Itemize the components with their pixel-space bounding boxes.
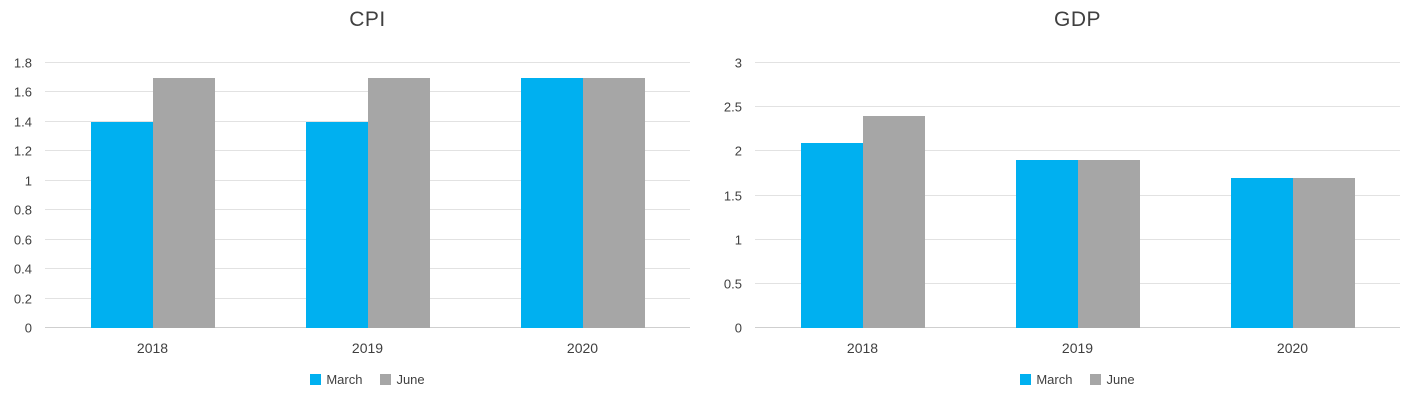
y-tick-label: 0 xyxy=(24,320,32,336)
y-tick-label: 0.8 xyxy=(13,202,32,218)
y-tick-label: 1.5 xyxy=(723,188,742,203)
bar-june-2018 xyxy=(862,116,925,328)
y-tick-label: 2.5 xyxy=(723,99,742,115)
bar-group-2019 xyxy=(970,63,1185,328)
bar-group-2020 xyxy=(475,63,690,328)
bar-group-2018 xyxy=(755,63,970,328)
x-axis-labels: 2018 2019 2020 xyxy=(0,328,710,356)
bar-march-2020 xyxy=(520,77,583,328)
plot-wrap: 1.8 1.6 1.4 1.2 1 0.8 0.6 0.4 0.2 0 xyxy=(0,56,710,336)
bar-march-2019 xyxy=(1015,160,1078,328)
legend: March June xyxy=(0,372,710,387)
bar-groups xyxy=(45,63,690,328)
x-axis-label: 2018 xyxy=(136,340,169,356)
bar-group-2018 xyxy=(45,63,260,328)
gridline xyxy=(755,106,1400,108)
bar-group-2020 xyxy=(1185,63,1400,328)
bar-march-2020 xyxy=(1230,177,1293,328)
x-axis-label: 2019 xyxy=(1061,340,1094,356)
bar-june-2019 xyxy=(367,77,430,328)
gridline xyxy=(755,150,1400,152)
y-axis: 3 2.5 2 1.5 1 0.5 0 xyxy=(710,56,755,336)
plot-area xyxy=(45,62,690,328)
bar-june-2020 xyxy=(1292,177,1355,328)
bar-june-2018 xyxy=(152,77,215,328)
bar-march-2018 xyxy=(800,142,863,328)
y-tick-label: 1.2 xyxy=(13,143,32,159)
y-tick-label: 1 xyxy=(734,232,742,248)
y-axis: 1.8 1.6 1.4 1.2 1 0.8 0.6 0.4 0.2 0 xyxy=(0,56,45,336)
bar-groups xyxy=(755,63,1400,328)
bar-june-2020 xyxy=(582,77,645,328)
y-tick-label: 0.4 xyxy=(13,261,32,277)
legend-item-march: March xyxy=(310,372,362,387)
y-tick-label: 0.2 xyxy=(13,291,32,307)
plot-area xyxy=(755,62,1400,328)
x-axis-label: 2020 xyxy=(566,340,599,356)
legend-label: June xyxy=(1106,372,1135,387)
bar-march-2019 xyxy=(305,121,368,328)
legend-label: June xyxy=(396,372,425,387)
chart-gdp: GDP 3 2.5 2 1.5 1 0.5 0 2018 2019 2020 March June xyxy=(710,0,1420,411)
legend: March June xyxy=(710,372,1420,387)
gridline xyxy=(45,62,690,63)
bar-group-2019 xyxy=(260,63,475,328)
y-tick-label: 0.5 xyxy=(723,276,742,292)
chart-title: CPI xyxy=(349,8,386,31)
y-tick-label: 3 xyxy=(734,55,742,71)
x-axis-label: 2018 xyxy=(846,340,879,356)
legend-label: March xyxy=(1036,372,1073,387)
y-tick-label: 1.8 xyxy=(13,55,32,71)
x-axis-labels: 2018 2019 2020 xyxy=(710,328,1420,356)
y-tick-label: 1.6 xyxy=(13,84,32,100)
chart-title: GDP xyxy=(1053,8,1101,31)
y-tick-label: 2 xyxy=(734,143,742,159)
x-axis-label: 2020 xyxy=(1276,340,1309,356)
y-tick-label: 1.4 xyxy=(13,114,32,130)
y-tick-label: 1 xyxy=(24,173,32,189)
bar-march-2018 xyxy=(90,121,153,328)
legend-swatch-march-icon xyxy=(310,374,322,385)
legend-swatch-june-icon xyxy=(380,374,392,385)
bar-june-2019 xyxy=(1077,160,1140,328)
chart-cpi: CPI 1.8 1.6 1.4 1.2 1 0.8 0.6 0.4 0.2 0 2018 2019 2… xyxy=(0,8,710,387)
plot-wrap: 3 2.5 2 1.5 1 0.5 0 xyxy=(710,56,1420,336)
legend-swatch-march-icon xyxy=(1020,374,1032,385)
gridline xyxy=(755,62,1400,63)
legend-label: March xyxy=(326,372,363,387)
legend-item-march: March xyxy=(1020,372,1072,387)
y-tick-label: 0 xyxy=(734,320,742,336)
legend-swatch-june-icon xyxy=(1090,374,1102,385)
legend-item-june: June xyxy=(1090,372,1135,387)
y-tick-label: 0.6 xyxy=(13,232,32,248)
legend-item-june: June xyxy=(380,372,425,387)
x-axis-label: 2019 xyxy=(351,340,384,356)
